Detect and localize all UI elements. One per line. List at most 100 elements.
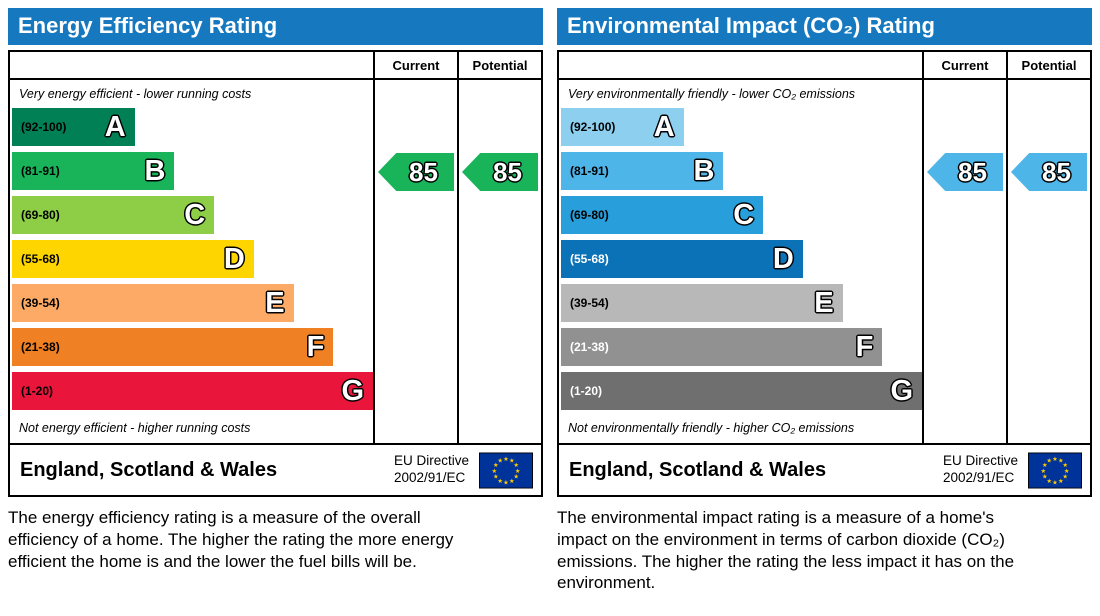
band-bar-c: (69-80) C	[12, 196, 215, 234]
band-range-label: (92-100)	[21, 120, 67, 134]
current-rating-value: 85	[409, 157, 438, 187]
band-letter: C	[733, 198, 755, 231]
band-row: (92-100) A	[12, 105, 373, 149]
band-letter: E	[265, 286, 285, 319]
band-row: (81-91) B	[561, 149, 922, 193]
environmental-impact-panel: Environmental Impact (CO₂) Rating Curren…	[557, 8, 1092, 594]
band-letter: E	[814, 286, 834, 319]
current-rating-arrow: 85	[378, 153, 454, 191]
eu-directive-label: EU Directive 2002/91/EC	[943, 453, 1018, 487]
svg-text:★: ★	[1040, 467, 1046, 474]
band-bar-d: (55-68) D	[561, 240, 803, 278]
current-rating-column: 85	[373, 80, 457, 443]
svg-text:★: ★	[497, 457, 503, 464]
band-row: (69-80) C	[561, 193, 922, 237]
svg-text:★: ★	[513, 461, 519, 468]
band-bar-a: (92-100) A	[561, 108, 684, 146]
svg-text:★: ★	[493, 461, 499, 468]
current-rating-value: 85	[958, 157, 987, 187]
band-bar-f: (21-38) F	[12, 328, 334, 366]
svg-text:★: ★	[1058, 457, 1064, 464]
band-range-label: (81-91)	[21, 164, 60, 178]
band-letter: G	[341, 374, 364, 407]
chart-corner-spacer	[559, 52, 922, 80]
svg-text:★: ★	[1046, 457, 1052, 464]
band-range-label: (39-54)	[570, 296, 609, 310]
band-range-label: (81-91)	[570, 164, 609, 178]
band-range-label: (39-54)	[21, 296, 60, 310]
current-column-header: Current	[373, 52, 457, 80]
svg-text:★: ★	[493, 473, 499, 480]
band-range-label: (69-80)	[21, 208, 60, 222]
band-bar-f: (21-38) F	[561, 328, 883, 366]
potential-rating-column: 85	[457, 80, 541, 443]
panel-title: Energy Efficiency Rating	[8, 8, 543, 45]
chart-corner-spacer	[10, 52, 373, 80]
svg-text:★: ★	[509, 457, 515, 464]
potential-rating-value: 85	[1042, 157, 1071, 187]
svg-text:★: ★	[1042, 473, 1048, 480]
svg-text:★: ★	[1058, 477, 1064, 484]
band-letter: F	[306, 330, 325, 363]
potential-column-header: Potential	[1006, 52, 1090, 80]
band-letter: G	[890, 374, 913, 407]
band-range-label: (21-38)	[21, 340, 60, 354]
energy-efficiency-panel: Energy Efficiency Rating Current Potenti…	[8, 8, 543, 594]
svg-text:★: ★	[1042, 461, 1048, 468]
eu-directive-line: 2002/91/EC	[393, 470, 466, 485]
band-bar-a: (92-100) A	[12, 108, 135, 146]
svg-text:★: ★	[1064, 467, 1070, 474]
band-bar-c: (69-80) C	[561, 196, 764, 234]
band-bar-e: (39-54) E	[561, 284, 843, 322]
band-row: (55-68) D	[12, 237, 373, 281]
svg-text:★: ★	[1046, 477, 1052, 484]
bottom-note: Not environmentally friendly - higher CO…	[568, 421, 855, 435]
potential-rating-column: 85	[1006, 80, 1090, 443]
band-area: Very environmentally friendly - lower CO…	[559, 80, 922, 443]
svg-text:★: ★	[503, 479, 509, 486]
environmental-description: The environmental impact rating is a mea…	[557, 508, 1015, 593]
eu-flag-icon: ★ ★★ ★★★ ★★★ ★★★	[1028, 452, 1082, 488]
epc-certificates-container: Energy Efficiency Rating Current Potenti…	[8, 8, 1092, 594]
band-row: (55-68) D	[561, 237, 922, 281]
band-range-label: (55-68)	[570, 252, 609, 266]
eu-directive-label: EU Directive 2002/91/EC	[394, 453, 469, 487]
band-letter: A	[653, 110, 675, 143]
band-range-label: (1-20)	[21, 384, 54, 398]
band-bar-d: (55-68) D	[12, 240, 254, 278]
band-row: (39-54) E	[561, 281, 922, 325]
band-row: (69-80) C	[12, 193, 373, 237]
svg-text:★: ★	[509, 477, 515, 484]
svg-text:★: ★	[513, 473, 519, 480]
band-letter: B	[693, 154, 715, 187]
potential-rating-arrow: 85	[462, 153, 538, 191]
band-row: (21-38) F	[12, 325, 373, 369]
band-range-label: (21-38)	[570, 340, 609, 354]
band-row: (81-91) B	[12, 149, 373, 193]
band-row: (92-100) A	[561, 105, 922, 149]
eu-directive-line: EU Directive	[393, 453, 469, 469]
band-letter: D	[223, 242, 245, 275]
svg-text:★: ★	[515, 467, 521, 474]
band-letter: A	[104, 110, 126, 143]
region-label: England, Scotland & Wales	[20, 458, 278, 481]
band-bar-g: (1-20) G	[561, 372, 922, 410]
top-note: Very environmentally friendly - lower CO…	[568, 87, 856, 101]
svg-text:★: ★	[1052, 479, 1058, 486]
eu-directive-line: 2002/91/EC	[942, 470, 1015, 485]
band-letter: C	[184, 198, 206, 231]
band-bar-b: (81-91) B	[561, 152, 724, 190]
eu-directive-line: EU Directive	[942, 453, 1018, 469]
region-footer: England, Scotland & Wales EU Directive 2…	[557, 443, 1092, 497]
region-label: England, Scotland & Wales	[569, 458, 827, 481]
band-range-label: (92-100)	[570, 120, 616, 134]
current-column-header: Current	[922, 52, 1006, 80]
region-footer: England, Scotland & Wales EU Directive 2…	[8, 443, 543, 497]
band-bar-g: (1-20) G	[12, 372, 373, 410]
svg-text:★: ★	[1062, 461, 1068, 468]
potential-column-header: Potential	[457, 52, 541, 80]
svg-text:★: ★	[1062, 473, 1068, 480]
potential-rating-value: 85	[493, 157, 522, 187]
current-rating-arrow: 85	[927, 153, 1003, 191]
environmental-rating-chart: Current Potential Very environmentally f…	[557, 50, 1092, 445]
